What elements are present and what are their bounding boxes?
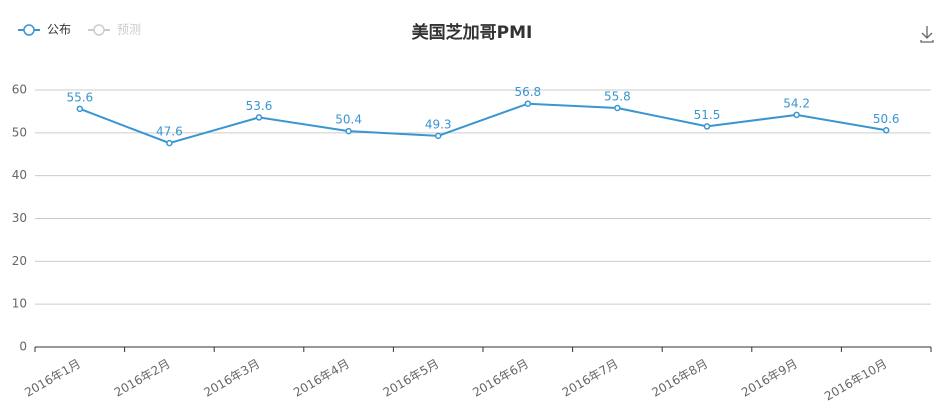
x-tick-label: 2016年9月 bbox=[739, 357, 800, 400]
x-tick-label: 2016年5月 bbox=[381, 357, 442, 400]
y-tick-label: 10 bbox=[12, 297, 27, 311]
y-tick-label: 60 bbox=[12, 83, 27, 97]
legend-marker bbox=[93, 24, 105, 36]
legend-label: 预测 bbox=[117, 23, 141, 37]
point bbox=[255, 114, 263, 121]
legend-label: 公布 bbox=[47, 23, 71, 37]
download-icon[interactable] bbox=[920, 26, 934, 43]
chart-title: 美国芝加哥PMI bbox=[412, 22, 533, 43]
download-glyph[interactable] bbox=[920, 26, 934, 43]
y-tick-label: 40 bbox=[12, 168, 27, 182]
point bbox=[703, 123, 711, 130]
x-tick-label: 2016年2月 bbox=[112, 357, 173, 400]
point bbox=[793, 111, 800, 119]
x-tick-label: 2016年4月 bbox=[291, 357, 352, 400]
data-label: 51.5 bbox=[694, 108, 721, 122]
point bbox=[614, 104, 621, 112]
data-label: 55.8 bbox=[604, 89, 631, 103]
data-label: 50.6 bbox=[873, 112, 900, 126]
legend-marker bbox=[23, 24, 35, 36]
point bbox=[434, 132, 442, 140]
legend-item[interactable]: 公布 bbox=[18, 23, 71, 37]
y-tick-label: 50 bbox=[12, 125, 27, 139]
data-label: 49.3 bbox=[425, 117, 452, 131]
point bbox=[882, 127, 890, 134]
data-label: 54.2 bbox=[783, 96, 810, 110]
x-tick-label: 2016年6月 bbox=[470, 357, 531, 400]
point bbox=[524, 100, 532, 107]
x-tick-label: 2016年8月 bbox=[649, 357, 710, 400]
data-label: 56.8 bbox=[514, 85, 541, 99]
data-label: 55.6 bbox=[66, 90, 93, 104]
series-line bbox=[79, 102, 887, 145]
point bbox=[166, 139, 173, 147]
y-tick-label: 30 bbox=[12, 211, 27, 225]
y-tick-label: 20 bbox=[12, 254, 27, 268]
x-tick-label: 2016年1月 bbox=[22, 357, 83, 400]
point bbox=[345, 127, 352, 135]
point bbox=[76, 105, 84, 113]
x-tick-label: 2016年10月 bbox=[822, 357, 889, 404]
legend-item[interactable]: 预测 bbox=[88, 23, 141, 37]
data-label: 47.6 bbox=[156, 125, 183, 139]
x-tick-label: 2016年7月 bbox=[560, 357, 621, 400]
data-label: 50.4 bbox=[335, 113, 362, 127]
data-label: 53.6 bbox=[246, 99, 273, 113]
y-tick-label: 0 bbox=[19, 340, 27, 354]
x-tick-label: 2016年3月 bbox=[201, 357, 262, 400]
